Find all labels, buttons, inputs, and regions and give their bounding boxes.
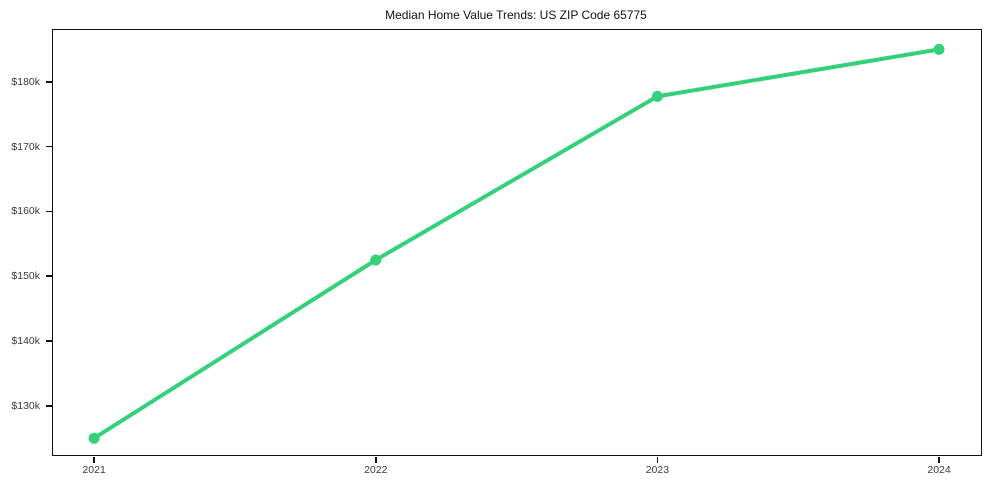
y-axis-tick	[45, 340, 52, 342]
plot-area: $130k $140k $150k $160k $170k $180k 2021 2022 20…	[11, 29, 982, 476]
x-axis-tick	[93, 456, 95, 463]
line-series	[92, 47, 941, 441]
data-point-marker	[370, 254, 382, 266]
x-axis-tick	[938, 456, 940, 463]
x-tick-label: 2024	[927, 464, 951, 476]
chart-title: Median Home Value Trends: US ZIP Code 65…	[385, 8, 647, 22]
x-tick-label: 2022	[364, 464, 388, 476]
data-point-marker	[933, 43, 945, 55]
y-tick-label: $160k	[11, 205, 40, 218]
x-axis-tick	[656, 456, 659, 463]
data-point-marker	[651, 90, 663, 102]
y-tick-label: $170k	[11, 140, 40, 153]
y-tick-label: $130k	[11, 399, 40, 412]
y-axis-tick	[45, 81, 52, 83]
y-axis-tick	[45, 275, 52, 277]
y-axis-tick	[45, 210, 52, 213]
line-chart-canvas	[88, 43, 945, 444]
y-tick-label: $150k	[11, 270, 40, 283]
y-axis-tick	[45, 405, 52, 407]
x-tick-label: 2023	[645, 464, 670, 476]
x-axis-tick	[375, 456, 377, 463]
y-axis-tick	[45, 145, 52, 148]
y-tick-label: $180k	[11, 75, 40, 88]
x-tick-label: 2021	[82, 464, 106, 476]
data-point-marker	[88, 432, 100, 444]
y-tick-label: $140k	[11, 334, 40, 347]
